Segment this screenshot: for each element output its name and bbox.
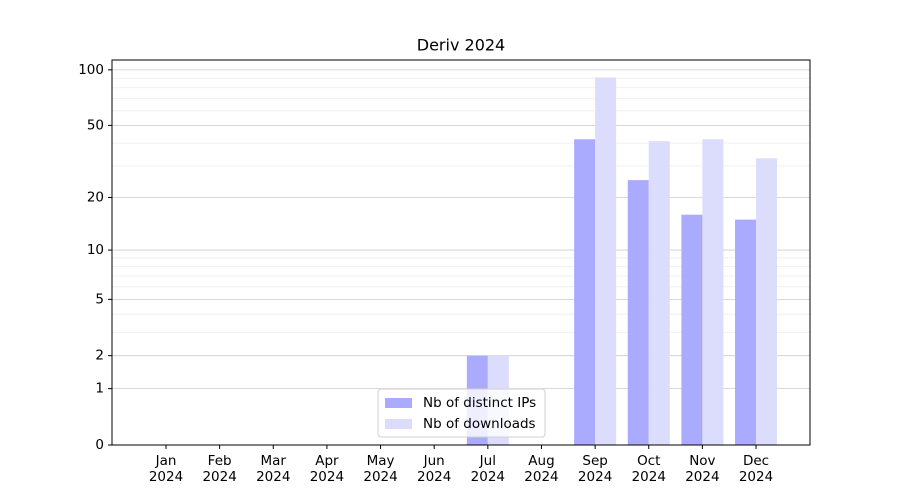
bar — [756, 158, 778, 445]
plot-frame — [111, 59, 811, 446]
x-tick-label: Jul 2024 — [470, 453, 505, 485]
bar — [681, 214, 703, 445]
x-tick-label: Apr 2024 — [309, 453, 345, 485]
x-tick-label: Sep 2024 — [577, 453, 613, 485]
y-tick-label: 2 — [95, 348, 104, 364]
y-tick-label: 100 — [78, 62, 104, 78]
x-tick-label: Mar 2024 — [256, 453, 291, 485]
chart-title: Deriv 2024 — [417, 36, 505, 55]
y-tick-label: 20 — [87, 190, 104, 206]
bar — [627, 180, 649, 445]
y-tick-label: 5 — [95, 291, 104, 307]
x-tick-label: Jun 2024 — [417, 453, 452, 485]
x-tick-label: Aug 2024 — [524, 453, 559, 485]
legend-box — [377, 388, 546, 438]
x-tick-label: Dec 2024 — [738, 453, 774, 485]
legend-swatch — [385, 419, 412, 429]
bar — [648, 141, 670, 445]
bar — [702, 139, 724, 445]
y-tick-label: 0 — [95, 437, 104, 453]
y-tick-label: 1 — [95, 381, 104, 397]
x-tick-label: Feb 2024 — [202, 453, 237, 485]
bar — [574, 139, 596, 445]
bar — [595, 77, 617, 445]
y-tick-label: 10 — [87, 242, 104, 258]
x-tick-label: Jan 2024 — [148, 453, 184, 485]
legend-label: Nb of distinct IPs — [423, 395, 536, 411]
legend-label: Nb of downloads — [423, 416, 536, 432]
x-tick-label: May 2024 — [363, 453, 398, 485]
x-tick-label: Nov 2024 — [685, 453, 720, 485]
y-tick-label: 50 — [87, 117, 104, 133]
bar — [735, 219, 757, 445]
legend-swatch — [385, 398, 412, 408]
x-tick-label: Oct 2024 — [631, 453, 666, 485]
